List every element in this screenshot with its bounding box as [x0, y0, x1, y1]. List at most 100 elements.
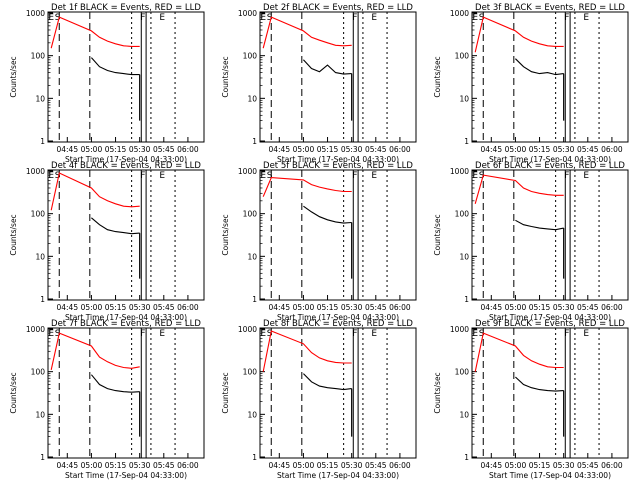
lld-series-line	[50, 16, 140, 49]
y-tick-label: 10	[459, 410, 469, 419]
y-tick-label: 1000	[26, 167, 45, 176]
marker-label-f: F	[352, 13, 357, 23]
y-tick-label: 1000	[238, 9, 257, 18]
events-series-line	[515, 376, 564, 392]
plot-frame	[47, 327, 205, 459]
marker-label-e: E	[472, 329, 478, 339]
plot-frame	[47, 11, 205, 143]
x-axis-label: Start Time (17-Sep-04 04:33:00)	[489, 471, 611, 480]
x-axis-label: Start Time (17-Sep-04 04:33:00)	[277, 155, 399, 164]
y-axis-label: Counts/sec	[221, 372, 230, 413]
x-tick-label: 05:15	[317, 461, 339, 470]
chart-title: Det 4f BLACK = Events, RED = LLD	[51, 161, 201, 171]
x-tick-label: 05:15	[317, 303, 339, 312]
x-axis-label: Start Time (17-Sep-04 04:33:00)	[65, 471, 187, 480]
marker-label-f: F	[140, 171, 145, 181]
y-tick-label: 1	[40, 137, 45, 146]
x-tick-label: 05:15	[317, 145, 339, 154]
chart-panel-3: Det 3f BLACK = Events, RED = LLD 1 10 100 10…	[433, 3, 629, 164]
x-tick-label: 05:30	[341, 461, 363, 470]
plot-frame	[259, 327, 417, 459]
marker-label-e: E	[159, 329, 165, 339]
x-tick-label: 05:00	[293, 303, 315, 312]
y-tick-label: 1	[464, 137, 469, 146]
x-tick-label: 05:15	[529, 303, 551, 312]
chart-panel-2: Det 2f BLACK = Events, RED = LLD 1 10 100 10…	[221, 3, 417, 164]
x-tick-label: 04:45	[56, 303, 78, 312]
marker-label-e: E	[371, 13, 377, 23]
y-tick-label: 10	[459, 94, 469, 103]
marker-label-s: S	[479, 171, 485, 181]
chart-panel-4: Det 4f BLACK = Events, RED = LLD 1 10 100 10…	[9, 161, 205, 322]
y-tick-label: 1	[252, 137, 257, 146]
chart-title: Det 1f BLACK = Events, RED = LLD	[51, 3, 201, 13]
marker-label-f: F	[352, 329, 357, 339]
y-axis-label: Counts/sec	[433, 56, 442, 97]
y-tick-label: 1000	[26, 9, 45, 18]
y-tick-label: 100	[31, 368, 46, 377]
x-tick-label: 05:30	[129, 145, 151, 154]
events-series-line	[90, 57, 140, 76]
plot-frame	[471, 327, 629, 459]
x-tick-label: 05:30	[553, 303, 575, 312]
x-tick-label: 04:45	[480, 461, 502, 470]
chart-panel-7: Det 7f BLACK = Events, RED = LLD 1 10 100 10…	[9, 319, 205, 480]
x-tick-label: 05:45	[577, 303, 599, 312]
lld-series-line	[474, 174, 564, 204]
y-tick-label: 100	[455, 52, 470, 61]
x-tick-label: 04:45	[268, 303, 290, 312]
chart-panel-1: Det 1f BLACK = Events, RED = LLD 1 10 100 10…	[9, 3, 205, 164]
x-tick-label: 05:00	[505, 303, 527, 312]
chart-panel-6: Det 6f BLACK = Events, RED = LLD 1 10 100 10…	[433, 161, 629, 322]
x-tick-label: 05:45	[153, 303, 175, 312]
x-axis-label: Start Time (17-Sep-04 04:33:00)	[489, 155, 611, 164]
x-axis-label: Start Time (17-Sep-04 04:33:00)	[277, 313, 399, 322]
x-tick-label: 05:45	[577, 145, 599, 154]
plot-frame	[259, 169, 417, 301]
x-tick-label: 05:15	[529, 145, 551, 154]
marker-label-f: F	[352, 171, 357, 181]
lld-series-line	[50, 332, 140, 371]
x-tick-label: 05:15	[105, 303, 127, 312]
x-tick-label: 05:00	[293, 461, 315, 470]
lld-series-line	[262, 16, 352, 49]
x-axis-label: Start Time (17-Sep-04 04:33:00)	[489, 313, 611, 322]
lld-series-line	[50, 172, 140, 211]
chart-title: Det 8f BLACK = Events, RED = LLD	[263, 319, 413, 329]
marker-label-e: E	[48, 13, 54, 23]
y-tick-label: 10	[459, 252, 469, 261]
marker-label-f: F	[140, 13, 145, 23]
y-tick-label: 100	[31, 52, 46, 61]
x-tick-label: 06:00	[177, 461, 199, 470]
x-tick-label: 06:00	[389, 461, 411, 470]
x-tick-label: 05:00	[81, 303, 103, 312]
marker-label-s: S	[267, 171, 273, 181]
x-axis-label: Start Time (17-Sep-04 04:33:00)	[65, 155, 187, 164]
plot-frame	[259, 11, 417, 143]
x-axis-label: Start Time (17-Sep-04 04:33:00)	[65, 313, 187, 322]
y-tick-label: 1	[252, 453, 257, 462]
y-tick-label: 1000	[450, 325, 469, 334]
y-axis-label: Counts/sec	[433, 372, 442, 413]
x-tick-label: 04:45	[56, 461, 78, 470]
x-tick-label: 05:45	[365, 303, 387, 312]
y-tick-label: 100	[243, 210, 258, 219]
marker-label-e: E	[371, 329, 377, 339]
y-tick-label: 1	[464, 453, 469, 462]
x-tick-label: 05:30	[553, 461, 575, 470]
y-tick-label: 1	[40, 295, 45, 304]
y-tick-label: 10	[247, 94, 257, 103]
y-axis-label: Counts/sec	[221, 56, 230, 97]
x-tick-label: 05:45	[365, 145, 387, 154]
x-tick-label: 05:45	[153, 145, 175, 154]
marker-label-e: E	[583, 171, 589, 181]
marker-label-e: E	[48, 171, 54, 181]
x-tick-label: 06:00	[177, 145, 199, 154]
x-tick-label: 04:45	[56, 145, 78, 154]
chart-panel-5: Det 5f BLACK = Events, RED = LLD 1 10 100 10…	[221, 161, 417, 322]
x-tick-label: 04:45	[268, 145, 290, 154]
marker-label-s: S	[267, 13, 273, 23]
x-tick-label: 06:00	[601, 145, 623, 154]
y-tick-label: 1000	[238, 325, 257, 334]
marker-label-e: E	[260, 13, 266, 23]
